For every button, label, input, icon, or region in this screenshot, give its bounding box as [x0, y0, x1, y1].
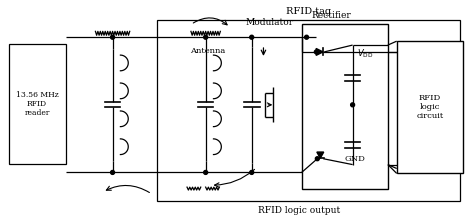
Circle shape — [250, 35, 254, 39]
Circle shape — [250, 170, 254, 174]
Circle shape — [110, 170, 115, 174]
Polygon shape — [317, 152, 324, 158]
Bar — [301, 24, 388, 189]
Text: GND: GND — [344, 155, 365, 163]
Text: 13.56 MHz
RFID
reader: 13.56 MHz RFID reader — [16, 91, 58, 117]
Circle shape — [314, 50, 319, 54]
Bar — [397, 41, 463, 173]
Text: Antenna: Antenna — [190, 47, 225, 55]
Circle shape — [305, 35, 309, 39]
Text: RFID
logic
circuit: RFID logic circuit — [416, 94, 444, 121]
Polygon shape — [316, 49, 323, 55]
Bar — [157, 20, 460, 201]
Text: RFID logic output: RFID logic output — [257, 206, 340, 215]
Text: RFID tag: RFID tag — [286, 7, 331, 16]
Circle shape — [204, 170, 208, 174]
Circle shape — [315, 157, 319, 161]
Circle shape — [110, 35, 115, 39]
Text: Rectifier: Rectifier — [311, 11, 351, 20]
Bar — [9, 44, 65, 164]
Text: Modulator: Modulator — [245, 18, 293, 27]
Circle shape — [351, 103, 355, 107]
Text: $\mathit{V}_{\mathrm{DD}}$: $\mathit{V}_{\mathrm{DD}}$ — [356, 47, 373, 60]
Circle shape — [204, 35, 208, 39]
